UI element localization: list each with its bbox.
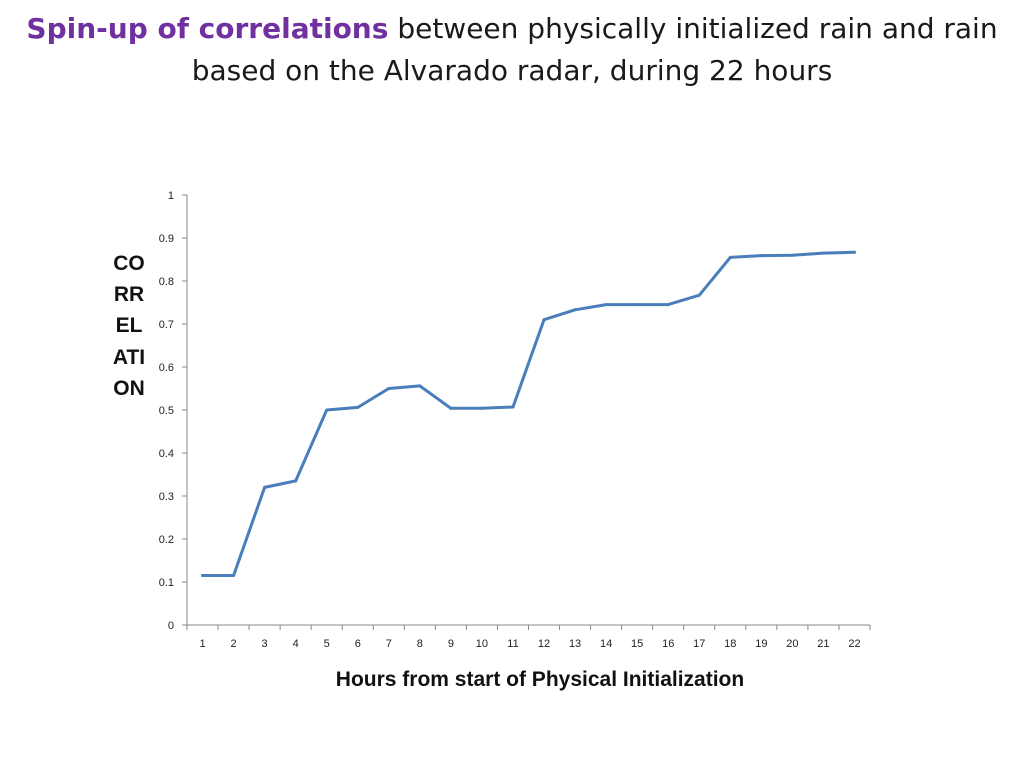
chart-axes: [186, 195, 870, 626]
y-tick-label: 0.3: [159, 491, 174, 503]
y-tick-label: 1: [168, 190, 174, 202]
data-point: [635, 303, 639, 307]
x-tick-label: 15: [631, 638, 643, 650]
x-tick-label: 9: [448, 638, 454, 650]
x-tick-label: 1: [199, 638, 205, 650]
x-tick-label: 11: [507, 638, 518, 650]
x-tick-label: 21: [817, 638, 829, 650]
y-axis-label: CORRELATION: [112, 252, 146, 400]
y-tick-label: 0.7: [159, 319, 174, 331]
y-tick-labels: 0 0.1 0.2 0.3 0.4 0.5 0.6 0.7 0.8 0.9 1: [159, 190, 187, 632]
data-point: [387, 387, 391, 390]
data-point: [604, 303, 608, 307]
y-tick-label: 0.1: [159, 577, 174, 589]
x-tick-label: 8: [417, 638, 423, 650]
x-tick-label: 5: [324, 638, 330, 650]
x-tick-label: 7: [386, 638, 392, 650]
data-point: [325, 408, 329, 412]
data-point: [201, 574, 205, 578]
x-tick-label: 6: [355, 638, 361, 650]
data-point: [573, 308, 577, 312]
data-point: [852, 250, 856, 254]
slide-title: Spin-up of correlations between physical…: [0, 8, 1024, 92]
x-tick-labels: 1 2 3 4 5 6 7 8 9 10 11 12 13 14 15 16 17 18 19 20 21 22: [186, 625, 871, 650]
x-tick-label: 19: [755, 638, 767, 650]
x-tick-label: 3: [262, 638, 268, 650]
y-tick-label: 0.6: [159, 362, 174, 374]
y-tick-label: 0.4: [159, 448, 174, 460]
x-tick-label: 12: [538, 638, 550, 650]
y-tick-label: 0: [168, 620, 174, 632]
y-tick-label: 0.8: [159, 276, 174, 288]
x-tick-label: 22: [848, 638, 860, 650]
data-point: [542, 318, 546, 322]
data-point: [418, 384, 422, 388]
x-tick-label: 18: [724, 638, 736, 650]
y-tick-label: 0.9: [159, 233, 174, 245]
y-tick-label: 0.2: [159, 534, 174, 546]
data-point: [449, 406, 453, 410]
data-point: [480, 406, 484, 410]
data-point: [666, 303, 670, 307]
x-tick-label: 17: [693, 638, 705, 650]
x-axis-label: Hours from start of Physical Initializat…: [335, 668, 745, 691]
x-tick-label: 16: [662, 638, 674, 650]
data-point: [232, 574, 236, 578]
series-group: [201, 250, 856, 578]
data-point: [263, 485, 267, 489]
x-tick-label: 2: [231, 638, 237, 650]
series-line: [201, 250, 856, 577]
data-point: [356, 405, 360, 409]
data-point: [821, 251, 825, 255]
data-point: [790, 253, 794, 257]
x-tick-label: 14: [600, 638, 612, 650]
x-tick-label: 4: [293, 638, 299, 650]
x-tick-label: 13: [569, 638, 581, 650]
title-rest: between physically initialized rain and …: [191, 12, 998, 87]
data-point: [759, 254, 763, 258]
data-point: [294, 479, 298, 483]
x-tick-label: 20: [786, 638, 798, 650]
title-highlight: Spin-up of correlations: [26, 12, 389, 45]
y-tick-label: 0.5: [159, 405, 174, 417]
data-point: [697, 293, 701, 297]
x-tick-label: 10: [476, 638, 488, 650]
data-point: [728, 255, 732, 259]
data-point: [511, 405, 515, 409]
